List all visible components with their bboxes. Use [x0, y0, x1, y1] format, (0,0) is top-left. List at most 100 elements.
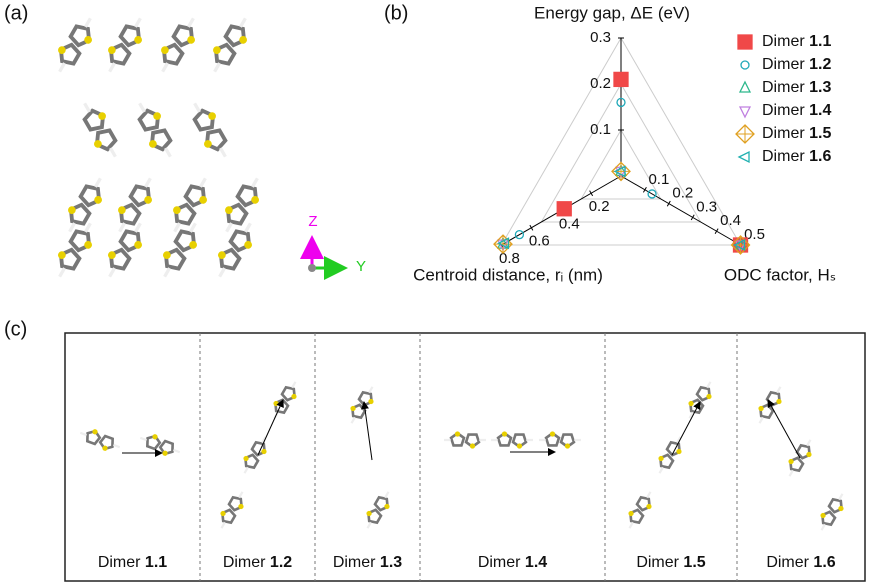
sulfur	[153, 112, 161, 120]
sulfur	[820, 512, 826, 519]
bond	[108, 62, 116, 73]
tick-label: 0.3	[696, 198, 717, 215]
ring	[108, 42, 132, 66]
legend-marker	[740, 60, 750, 70]
dimer-label: Dimer 1.2	[223, 554, 292, 571]
ring	[173, 202, 197, 226]
ring	[163, 247, 187, 271]
bond	[163, 267, 171, 278]
molecule	[82, 102, 118, 158]
sulfur	[58, 46, 66, 54]
bond	[134, 222, 142, 233]
ring	[373, 495, 389, 512]
sulfur	[676, 448, 682, 455]
crystal-image	[58, 17, 259, 278]
radar-chart: 0.10.20.30.10.20.30.40.50.20.40.60.8Ener…	[413, 3, 836, 284]
ring	[146, 434, 162, 451]
sulfur	[806, 451, 812, 458]
ring	[158, 439, 174, 456]
axis-title: Centroid distance, rᵢ (nm)	[413, 265, 603, 284]
bond	[219, 147, 227, 158]
marker	[616, 97, 626, 108]
tick-mark	[690, 214, 695, 221]
axis-label: Z	[308, 213, 317, 230]
ring	[58, 42, 82, 66]
bond	[213, 62, 221, 73]
bond	[109, 147, 117, 158]
sulfur	[646, 503, 652, 510]
sulfur	[208, 112, 216, 120]
bond	[806, 439, 812, 447]
bond	[173, 448, 181, 454]
molecule	[491, 431, 533, 449]
sulfur	[92, 429, 98, 435]
ring	[695, 385, 711, 402]
ring	[149, 128, 173, 152]
bond	[94, 177, 102, 188]
molecule	[139, 434, 181, 456]
ring	[213, 42, 237, 66]
bond	[161, 62, 169, 73]
tick-label: 0.8	[499, 250, 520, 267]
marker	[497, 237, 510, 250]
bond	[84, 222, 92, 233]
bond	[134, 17, 142, 28]
tick-mark	[714, 228, 719, 235]
molecule	[225, 177, 259, 233]
marker	[647, 189, 657, 199]
molecule	[58, 222, 92, 278]
tick-label: 0.1	[648, 171, 669, 188]
sulfur	[68, 206, 76, 214]
sulfur	[149, 140, 157, 148]
bond	[788, 469, 794, 477]
sulfur	[173, 206, 181, 214]
ring	[367, 508, 383, 525]
ring	[559, 433, 576, 449]
legend-label: Dimer 1.5	[762, 125, 831, 142]
ring	[118, 202, 142, 226]
bond	[108, 267, 116, 278]
sulfur	[261, 448, 267, 455]
ring	[98, 434, 114, 451]
sulfur	[706, 393, 712, 400]
molecule	[108, 17, 142, 73]
molecule	[192, 102, 228, 158]
dimer-label: Dimer 1.1	[98, 554, 167, 571]
bond	[776, 386, 782, 394]
bond	[199, 177, 207, 188]
ring	[173, 229, 197, 253]
sulfur	[204, 140, 212, 148]
bond	[173, 222, 181, 233]
ring	[94, 128, 118, 152]
ring	[204, 128, 228, 152]
bond	[706, 381, 712, 389]
ring	[86, 429, 102, 446]
dimer-images: Dimer 1.1 Dimer 1.2 Dimer 1.3 Dimer 1.4 Dime…	[79, 333, 844, 581]
sulfur	[549, 431, 556, 437]
bond	[820, 523, 826, 531]
molecule	[213, 17, 247, 73]
legend-label: Dimer 1.2	[762, 56, 831, 73]
bond	[646, 491, 652, 499]
arrow	[767, 399, 801, 459]
bond	[218, 267, 226, 278]
sulfur	[501, 431, 508, 437]
bond	[79, 431, 87, 437]
molecule	[220, 491, 244, 529]
sulfur	[94, 140, 102, 148]
ring	[244, 453, 260, 470]
sulfur	[213, 46, 221, 54]
tick-mark	[642, 186, 647, 193]
ring	[228, 229, 252, 253]
marker	[613, 71, 629, 88]
marker	[556, 201, 572, 217]
tick-label: 0.4	[559, 215, 580, 232]
sulfur	[161, 46, 169, 54]
legend-label: Dimer 1.4	[762, 102, 831, 119]
bond	[384, 491, 390, 499]
ring	[821, 510, 837, 527]
ring	[795, 443, 811, 460]
molecule	[137, 102, 173, 158]
sulfur	[788, 458, 794, 465]
